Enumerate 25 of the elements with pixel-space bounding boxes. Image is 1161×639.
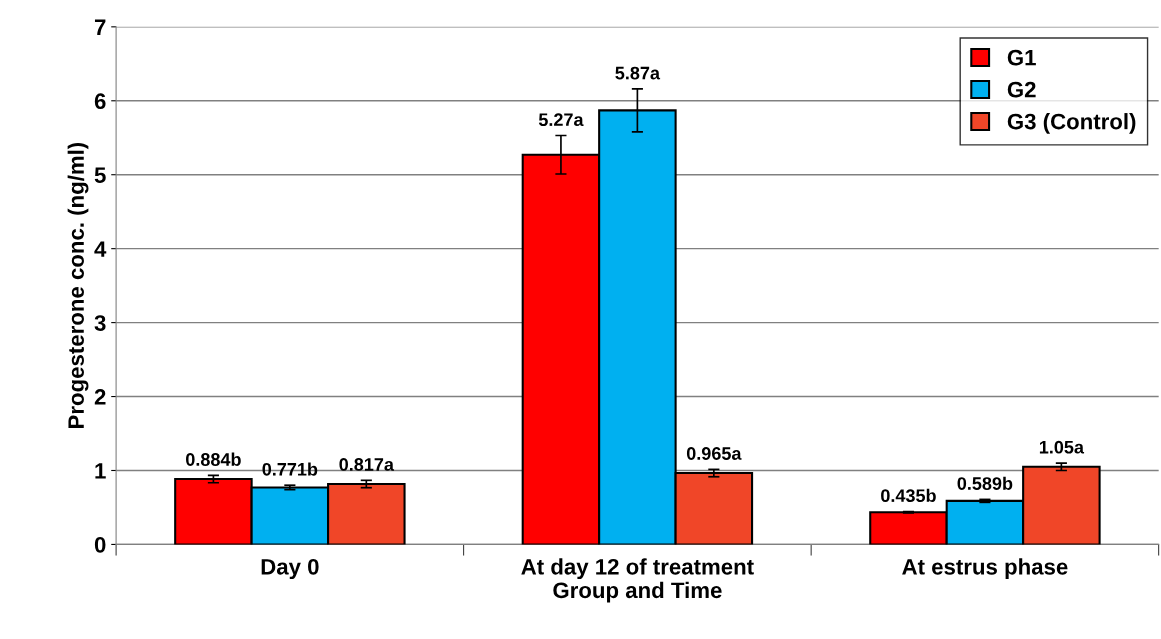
data-label: 5.87a: [615, 66, 661, 80]
legend-label: G3 (Control): [1007, 113, 1136, 134]
legend-label: G2: [1007, 81, 1036, 98]
y-tick-label: 3: [94, 315, 106, 331]
y-tick-label: 7: [94, 19, 106, 35]
data-label: 0.884b: [186, 452, 241, 466]
x-axis-title: Group and Time: [553, 581, 722, 603]
y-tick-label: 5: [94, 167, 106, 183]
y-tick-label: 1: [95, 463, 106, 479]
legend-label: G1: [1007, 49, 1036, 66]
y-tick-label: 6: [94, 93, 106, 110]
data-label: 0.771b: [262, 462, 318, 476]
x-tick-label: At day 12 of treatment: [521, 558, 754, 580]
y-tick-label: 4: [94, 241, 107, 257]
y-tick-label: 0: [94, 536, 106, 553]
data-label: 5.27a: [538, 113, 584, 127]
data-label: 0.589b: [957, 476, 1013, 490]
data-label: 0.965a: [686, 447, 742, 460]
data-label: 0.435b: [881, 488, 936, 503]
x-tick-label: Day 0: [261, 558, 319, 580]
data-label: 0.817a: [339, 458, 395, 471]
x-tick-label: At estrus phase: [902, 558, 1068, 580]
data-label: 1.05a: [1039, 440, 1085, 454]
y-tick-label: 2: [94, 389, 106, 405]
y-axis-title: Progesterone conc. (ng/ml): [67, 142, 89, 428]
